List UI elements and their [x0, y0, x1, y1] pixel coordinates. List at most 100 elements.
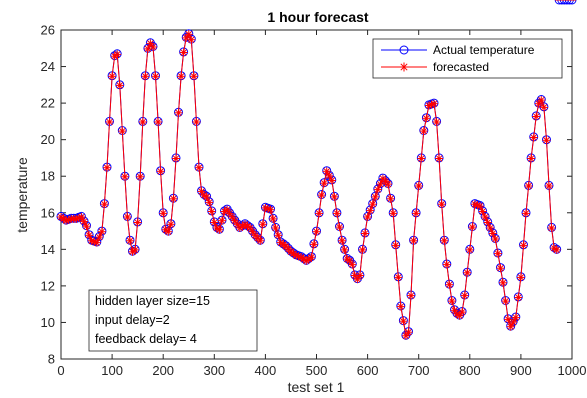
x-tick-label: 0: [57, 363, 64, 378]
forecasted-point: [516, 273, 525, 282]
forecasted-point: [225, 209, 234, 218]
forecasted-point: [522, 209, 530, 218]
forecasted-point: [391, 241, 400, 250]
forecasted-point: [447, 297, 456, 306]
annotation-line-hidden-layer: hidden layer size=15: [95, 294, 210, 308]
forecasted-point: [164, 227, 173, 236]
x-axis: 0 100 200 300 400 500 600 700 800 900 1000: [57, 30, 586, 378]
y-tick-label: 22: [41, 96, 55, 111]
forecasted-point: [542, 136, 551, 145]
forecasted-point: [539, 103, 548, 112]
forecasted-point: [509, 318, 518, 327]
forecasted-point: [437, 200, 446, 209]
forecasted-point: [399, 317, 408, 326]
forecasted-point: [136, 172, 145, 181]
series-forecasted: [57, 0, 576, 340]
forecasted-point: [103, 163, 111, 172]
forecasted-point: [327, 176, 336, 185]
x-tick-label: 100: [101, 363, 123, 378]
forecasted-point: [414, 182, 423, 190]
forecasted-point: [430, 99, 438, 108]
x-tick-label: 600: [357, 363, 379, 378]
actual-temperature-point: [567, 0, 577, 5]
forecasted-point: [174, 108, 183, 117]
forecasted-point: [169, 194, 178, 203]
forecasted-point: [192, 118, 201, 126]
actual-temperature-point: [559, 0, 569, 5]
forecasted-point: [514, 293, 523, 302]
forecasted-point: [468, 223, 477, 232]
forecasted-point: [100, 200, 109, 209]
annotation-line-input-delay: input delay=2: [95, 313, 170, 327]
forecasted-point: [274, 231, 283, 240]
forecasted-point: [417, 154, 426, 163]
forecasted-point: [159, 209, 168, 218]
forecasted-point: [491, 235, 500, 243]
forecasted-point: [386, 194, 395, 203]
forecasted-point: [396, 302, 405, 311]
x-axis-label: test set 1: [288, 379, 345, 395]
forecasted-point: [422, 114, 431, 123]
forecasted-point: [215, 225, 224, 234]
forecasted-point: [371, 192, 380, 201]
y-tick-label: 24: [41, 59, 55, 74]
forecasted-point: [361, 229, 369, 238]
forecasted-point: [309, 240, 318, 249]
forecasted-point: [496, 264, 505, 273]
forecasted-point: [179, 48, 188, 57]
forecasted-point: [366, 206, 375, 215]
x-tick-label: 500: [306, 363, 328, 378]
legend-asterisk-glyph: [399, 62, 409, 72]
forecasted-point: [435, 154, 444, 163]
annotation-box: [88, 289, 258, 352]
x-tick-label: 1000: [558, 363, 587, 378]
forecasted-point: [154, 118, 163, 126]
actual-temperature-point: [562, 0, 572, 5]
legend-marker-actual: [399, 45, 409, 55]
forecasted-point: [177, 72, 186, 81]
forecasted-point: [419, 127, 428, 136]
forecasted-point: [113, 50, 122, 59]
forecasted-point: [312, 227, 321, 236]
forecasted-point: [320, 179, 329, 188]
forecasted-point: [187, 35, 196, 44]
forecasted-point: [493, 249, 502, 258]
forecasted-point: [483, 218, 492, 227]
forecasted-point: [545, 182, 553, 190]
forecasted-point: [195, 163, 203, 172]
legend-label-forecast: forecasted: [433, 60, 489, 74]
x-tick-label: 400: [255, 363, 277, 378]
forecasted-point: [404, 328, 413, 337]
parameter-annotation: hidden layer size=15 input delay=2 feedb…: [88, 289, 258, 352]
y-tick-label: 20: [41, 132, 55, 147]
forecasted-point: [120, 172, 129, 181]
forecasted-point: [442, 260, 451, 269]
forecasted-point: [258, 220, 267, 229]
forecasted-point: [269, 214, 278, 223]
actual-temperature-point: [564, 0, 574, 5]
forecasted-point: [197, 187, 206, 196]
forecasted-point: [547, 224, 556, 232]
actual-temperature-point: [554, 0, 564, 5]
forecasted-point: [189, 72, 198, 81]
forecasted-point: [445, 280, 454, 289]
forecasted-point: [552, 245, 561, 254]
legend-label-actual: Actual temperature: [433, 43, 535, 57]
forecasted-point: [532, 112, 541, 121]
forecasted-point: [358, 245, 367, 254]
y-tick-label: 12: [41, 278, 55, 293]
forecasted-point: [527, 154, 536, 163]
forecasted-point: [97, 227, 106, 236]
y-axis: 8 10 12 14 16 18 20 22 24 26: [41, 23, 572, 367]
x-tick-label: 200: [152, 363, 174, 378]
forecasted-point: [82, 222, 91, 231]
forecasted-point: [133, 218, 142, 227]
y-tick-label: 18: [41, 169, 55, 184]
legend: Actual temperature forecasted: [372, 38, 563, 79]
forecasted-point: [537, 96, 546, 105]
forecasted-point: [450, 306, 459, 315]
forecasted-point: [95, 233, 104, 242]
forecasted-point: [440, 236, 449, 245]
forecasted-point: [115, 81, 124, 90]
